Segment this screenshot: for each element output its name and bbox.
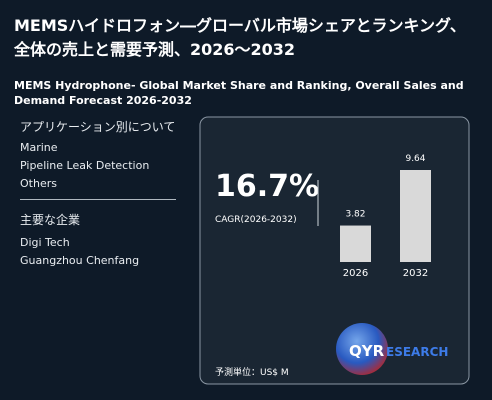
- title: MEMSハイドロフォン―グローバル市場シェアとランキング、全体の売上と需要予測、…: [14, 16, 466, 59]
- bar: [340, 225, 371, 262]
- value-label: 3.82: [345, 210, 365, 220]
- divider: [20, 199, 176, 200]
- logo-suffix: ESEARCH: [386, 345, 448, 359]
- bar: [400, 170, 431, 262]
- applications-heading: アプリケーション別について: [20, 120, 176, 134]
- logo: QYR ESEARCH: [336, 323, 448, 375]
- cagr-value: 16.7%: [215, 169, 319, 204]
- category-label: 2026: [343, 268, 368, 279]
- logo-globe: [336, 323, 388, 375]
- company: Guangzhou Chenfang: [20, 254, 140, 267]
- cagr-label: CAGR(2026-2032): [215, 215, 297, 225]
- application: Others: [20, 177, 57, 190]
- companies-heading: 主要な企業: [20, 213, 81, 227]
- unit-label: 予測単位：US$ M: [215, 366, 289, 378]
- company: Digi Tech: [20, 236, 70, 249]
- value-label: 9.64: [405, 154, 425, 164]
- application: Pipeline Leak Detection: [20, 159, 150, 172]
- application: Marine: [20, 141, 58, 154]
- panel: 16.7% CAGR(2026-2032) QYR ESEARCH 予測単位：U…: [199, 116, 470, 385]
- logo-prefix: QYR: [349, 342, 385, 360]
- subtitle: MEMS Hydrophone- Global Market Share and…: [14, 79, 464, 107]
- category-label: 2032: [403, 268, 428, 279]
